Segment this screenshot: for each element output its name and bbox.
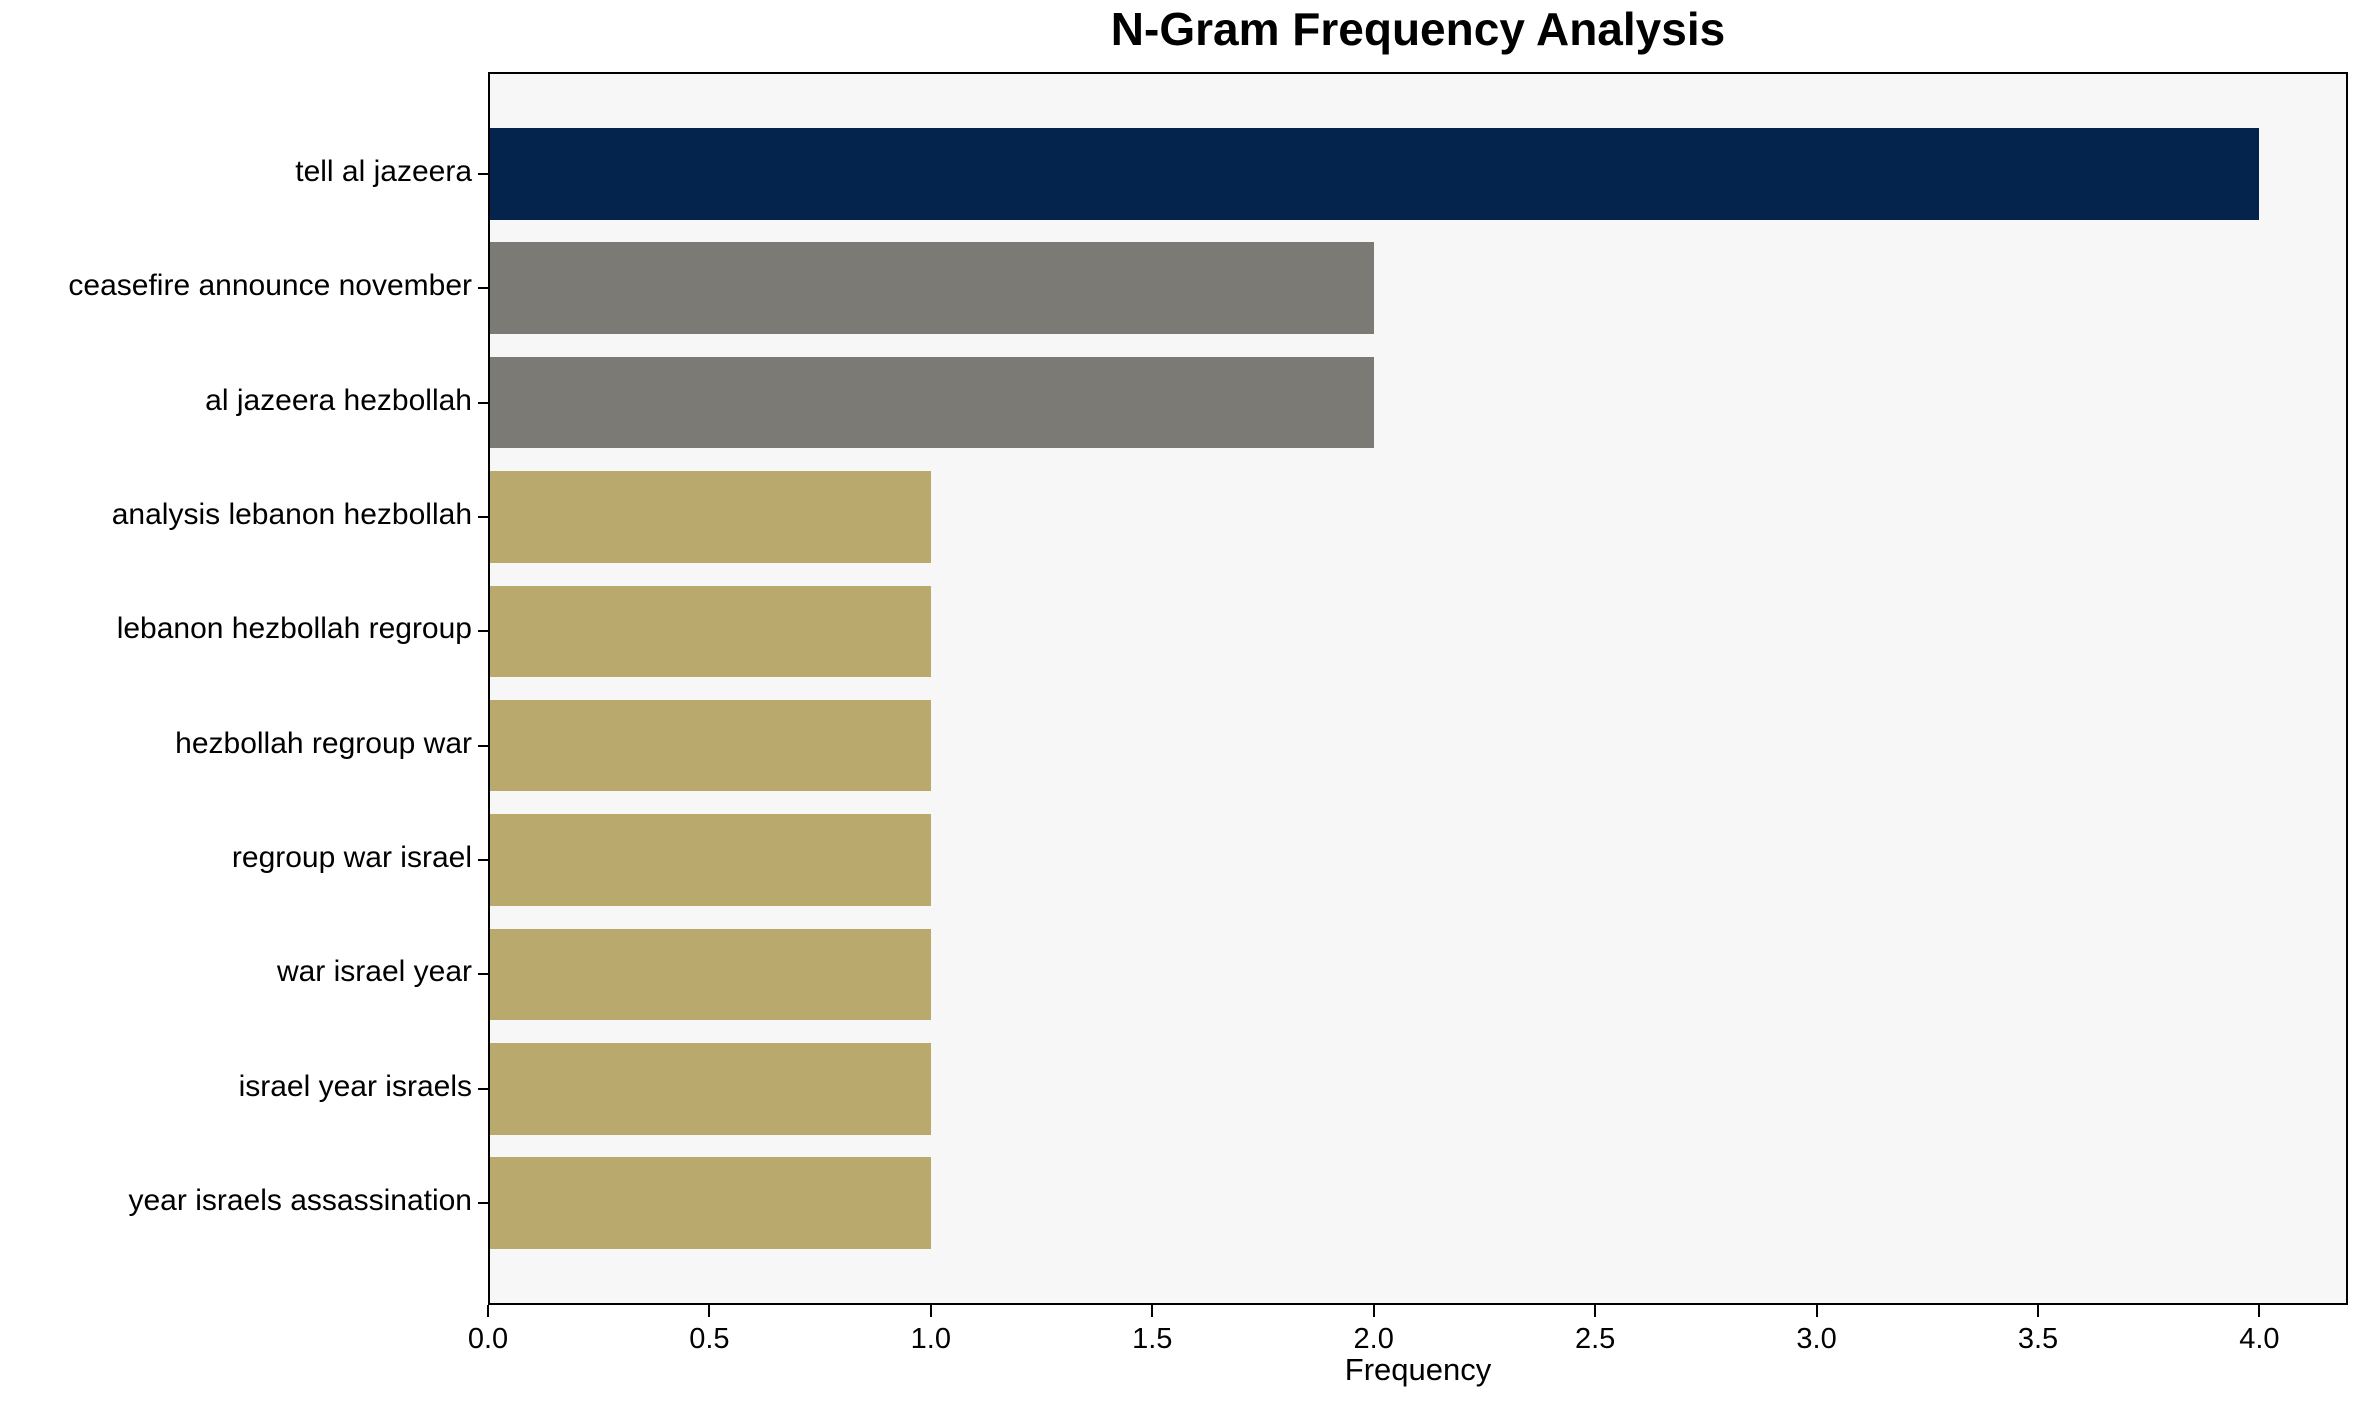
x-tick xyxy=(929,1305,932,1317)
bar xyxy=(490,699,931,792)
bar xyxy=(490,356,1374,449)
y-axis-label: lebanon hezbollah regroup xyxy=(116,612,472,646)
x-tick xyxy=(1594,1305,1597,1317)
y-tick xyxy=(478,744,488,747)
y-tick xyxy=(478,401,488,404)
x-tick xyxy=(1151,1305,1154,1317)
bar xyxy=(490,928,931,1021)
y-axis-label: al jazeera hezbollah xyxy=(205,383,472,417)
x-tick xyxy=(2258,1305,2261,1317)
x-tick xyxy=(2037,1305,2039,1317)
x-tick-label: 0.0 xyxy=(467,1323,509,1355)
chart-title: N-Gram Frequency Analysis xyxy=(1110,3,1726,55)
x-tick-label: 0.5 xyxy=(689,1323,730,1355)
y-axis-label: war israel year xyxy=(276,955,472,989)
y-tick xyxy=(478,1087,488,1090)
y-tick xyxy=(478,172,488,175)
y-tick xyxy=(478,287,488,290)
y-axis-label: tell al jazeera xyxy=(295,154,472,188)
y-tick xyxy=(478,1202,488,1205)
bar xyxy=(490,128,2260,220)
x-tick-label: 1.0 xyxy=(910,1323,951,1355)
y-tick xyxy=(478,859,488,862)
y-tick xyxy=(478,515,488,518)
y-tick xyxy=(478,973,488,976)
bar xyxy=(490,1043,931,1135)
y-axis-label: israel year israels xyxy=(238,1069,472,1103)
y-axis-label: ceasefire announce november xyxy=(68,269,472,303)
bar xyxy=(490,814,931,906)
bar xyxy=(490,242,1374,334)
y-axis-label: hezbollah regroup war xyxy=(175,726,472,760)
x-tick xyxy=(487,1305,489,1317)
x-tick-label: 2.0 xyxy=(1353,1323,1394,1355)
x-tick xyxy=(1372,1305,1375,1317)
y-axis-label: analysis lebanon hezbollah xyxy=(111,497,472,531)
y-axis-label: year israels assassination xyxy=(128,1184,473,1218)
bar xyxy=(490,471,931,563)
x-tick-label: 2.5 xyxy=(1574,1323,1616,1355)
x-tick xyxy=(1815,1305,1818,1317)
bar xyxy=(490,1157,931,1249)
x-tick xyxy=(708,1305,711,1317)
x-axis-label: Frequency xyxy=(1344,1352,1492,1387)
y-axis-label: regroup war israel xyxy=(231,841,472,875)
x-tick-label: 1.5 xyxy=(1132,1323,1173,1355)
y-tick xyxy=(478,630,488,633)
x-tick-label: 4.0 xyxy=(2239,1323,2280,1355)
bar xyxy=(490,585,931,678)
x-tick-label: 3.0 xyxy=(1796,1323,1837,1355)
x-tick-label: 3.5 xyxy=(2017,1323,2059,1355)
